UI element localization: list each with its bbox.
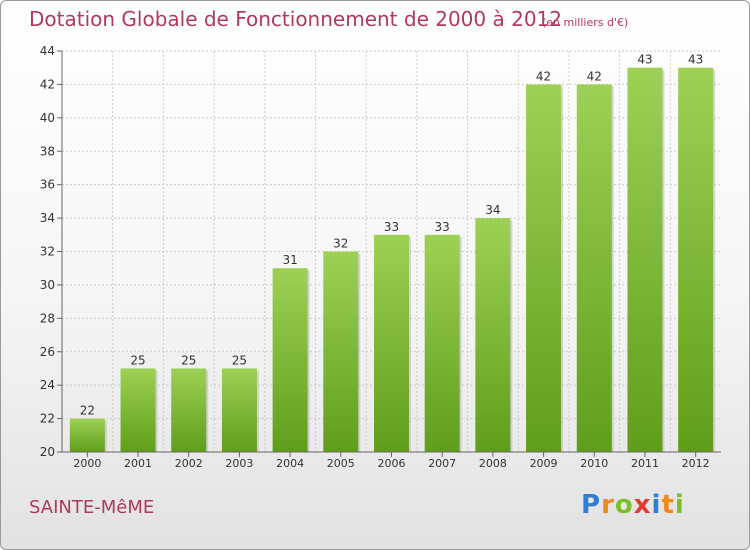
y-tick-label: 24 [40, 378, 55, 392]
bar [323, 251, 359, 452]
x-tick-label: 2012 [682, 457, 710, 470]
x-tick-label: 2010 [580, 457, 608, 470]
bar-value-label: 33 [384, 220, 399, 234]
x-tick-label: 2000 [73, 457, 101, 470]
logo-letter: t [661, 490, 675, 520]
logo-letter: P [581, 490, 602, 520]
y-tick-label: 36 [40, 178, 55, 192]
logo-letter: x [633, 490, 652, 520]
y-tick-label: 28 [40, 311, 55, 325]
bar-value-label: 31 [282, 253, 297, 267]
axes: 20 22 24 26 28 30 32 34 36 38 40 42 44 2000 2001 2002 20… [40, 44, 721, 470]
bar [627, 67, 663, 452]
place-name: SAINTE-MêME [29, 497, 155, 518]
y-tick-label: 40 [40, 111, 55, 125]
x-tick-label: 2001 [124, 457, 152, 470]
chart-title: Dotation Globale de Fonctionnement de 20… [29, 7, 562, 31]
y-tick-label: 34 [40, 211, 55, 225]
logo-letter: i [651, 490, 662, 520]
bar [678, 67, 714, 452]
bar [576, 84, 612, 453]
y-tick-label: 42 [40, 77, 55, 91]
y-tick-label: 38 [40, 144, 55, 158]
bar [424, 234, 460, 452]
bar-value-label: 42 [536, 69, 551, 83]
logo-letter: o [614, 490, 634, 520]
bar [272, 268, 308, 452]
bar-value-label: 43 [688, 53, 703, 67]
x-tick-label: 2008 [479, 457, 507, 470]
x-tick-label: 2005 [327, 457, 355, 470]
bar [69, 418, 105, 452]
proxiti-logo: Proxiti [581, 490, 685, 520]
bar-value-label: 43 [637, 53, 652, 67]
bar [120, 368, 156, 452]
x-tick-label: 2006 [378, 457, 406, 470]
bar [475, 218, 511, 452]
bar-value-label: 32 [333, 237, 348, 251]
bar-value-label: 25 [232, 353, 247, 367]
y-tick-label: 30 [40, 278, 55, 292]
bar [374, 234, 409, 452]
bar [526, 84, 562, 453]
bar-value-label: 22 [80, 404, 95, 418]
bar-value-label: 25 [181, 353, 196, 367]
x-tick-label: 2004 [276, 457, 304, 470]
y-tick-label: 44 [40, 44, 55, 58]
bar [221, 368, 257, 452]
y-tick-label: 26 [40, 345, 55, 359]
bar [171, 368, 207, 452]
x-tick-label: 2002 [175, 457, 203, 470]
bar-value-label: 25 [130, 353, 145, 367]
chart-unit-note: (en milliers d'€) [542, 16, 629, 29]
bar-value-label: 33 [435, 220, 450, 234]
y-tick-label: 22 [40, 412, 55, 426]
logo-letter: r [601, 490, 615, 520]
logo-letter: i [674, 490, 685, 520]
bar-value-label: 42 [587, 69, 602, 83]
x-tick-label: 2009 [530, 457, 558, 470]
y-tick-label: 32 [40, 245, 55, 259]
bar-value-label: 34 [485, 203, 500, 217]
x-tick-label: 2007 [428, 457, 456, 470]
x-tick-label: 2011 [631, 457, 659, 470]
y-tick-label: 20 [40, 445, 55, 459]
bars: 22 25 25 25 31 32 33 33 34 42 42 43 43 [69, 53, 716, 453]
x-tick-label: 2003 [225, 457, 253, 470]
